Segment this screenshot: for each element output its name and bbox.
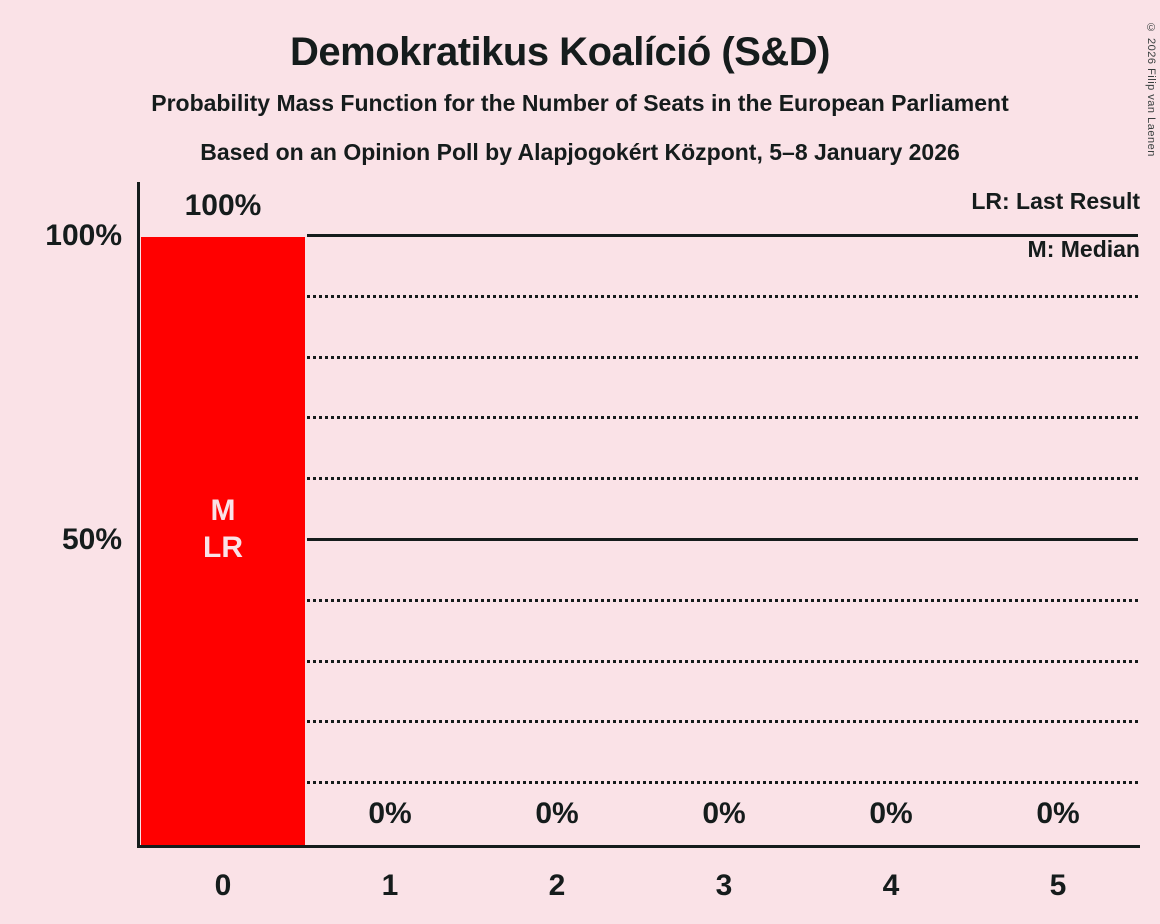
chart-title: Demokratikus Koalíció (S&D) [290,30,830,74]
x-axis-label-0: 0 [214,869,232,902]
gridline-dotted-60 [307,477,1138,481]
bar-annotation-median-lastresult: M LR [203,494,243,564]
bar-seats-0 [141,237,305,845]
y-axis-label-100: 100% [45,219,122,252]
x-axis-label-5: 5 [1049,869,1067,902]
x-axis-label-4: 4 [882,869,900,902]
x-axis-label-3: 3 [715,869,733,902]
bar-value-label-4: 0% [869,797,913,830]
gridline-dotted-20 [307,720,1138,724]
x-axis-label-1: 1 [381,869,399,902]
legend-last-result: LR: Last Result [971,188,1140,214]
gridline-dotted-30 [307,659,1138,663]
gridline-dotted-90 [307,294,1138,298]
chart-source-subtitle: Based on an Opinion Poll by Alapjogokért… [200,139,960,165]
gridline-solid-100 [307,234,1138,237]
gridline-solid-50 [307,538,1138,541]
bar-value-label-5: 0% [1036,797,1080,830]
y-axis-label-50: 50% [61,523,122,556]
gridline-dotted-10 [307,781,1138,785]
copyright-notice: © 2026 Filip van Laenen [1145,22,1157,157]
bar-value-label-1: 0% [368,797,412,830]
gridline-dotted-40 [307,598,1138,602]
gridline-dotted-70 [307,416,1138,420]
chart-subtitle: Probability Mass Function for the Number… [151,90,1009,116]
bar-value-label-2: 0% [535,797,579,830]
bar-value-label-0: 100% [184,189,262,222]
x-axis-label-2: 2 [548,869,566,902]
bar-value-label-3: 0% [702,797,746,830]
plot-area: 100% 0% 0% 0% 0% 0% M LR [137,182,1140,848]
legend-median: M: Median [1027,236,1140,262]
gridline-dotted-80 [307,355,1138,359]
